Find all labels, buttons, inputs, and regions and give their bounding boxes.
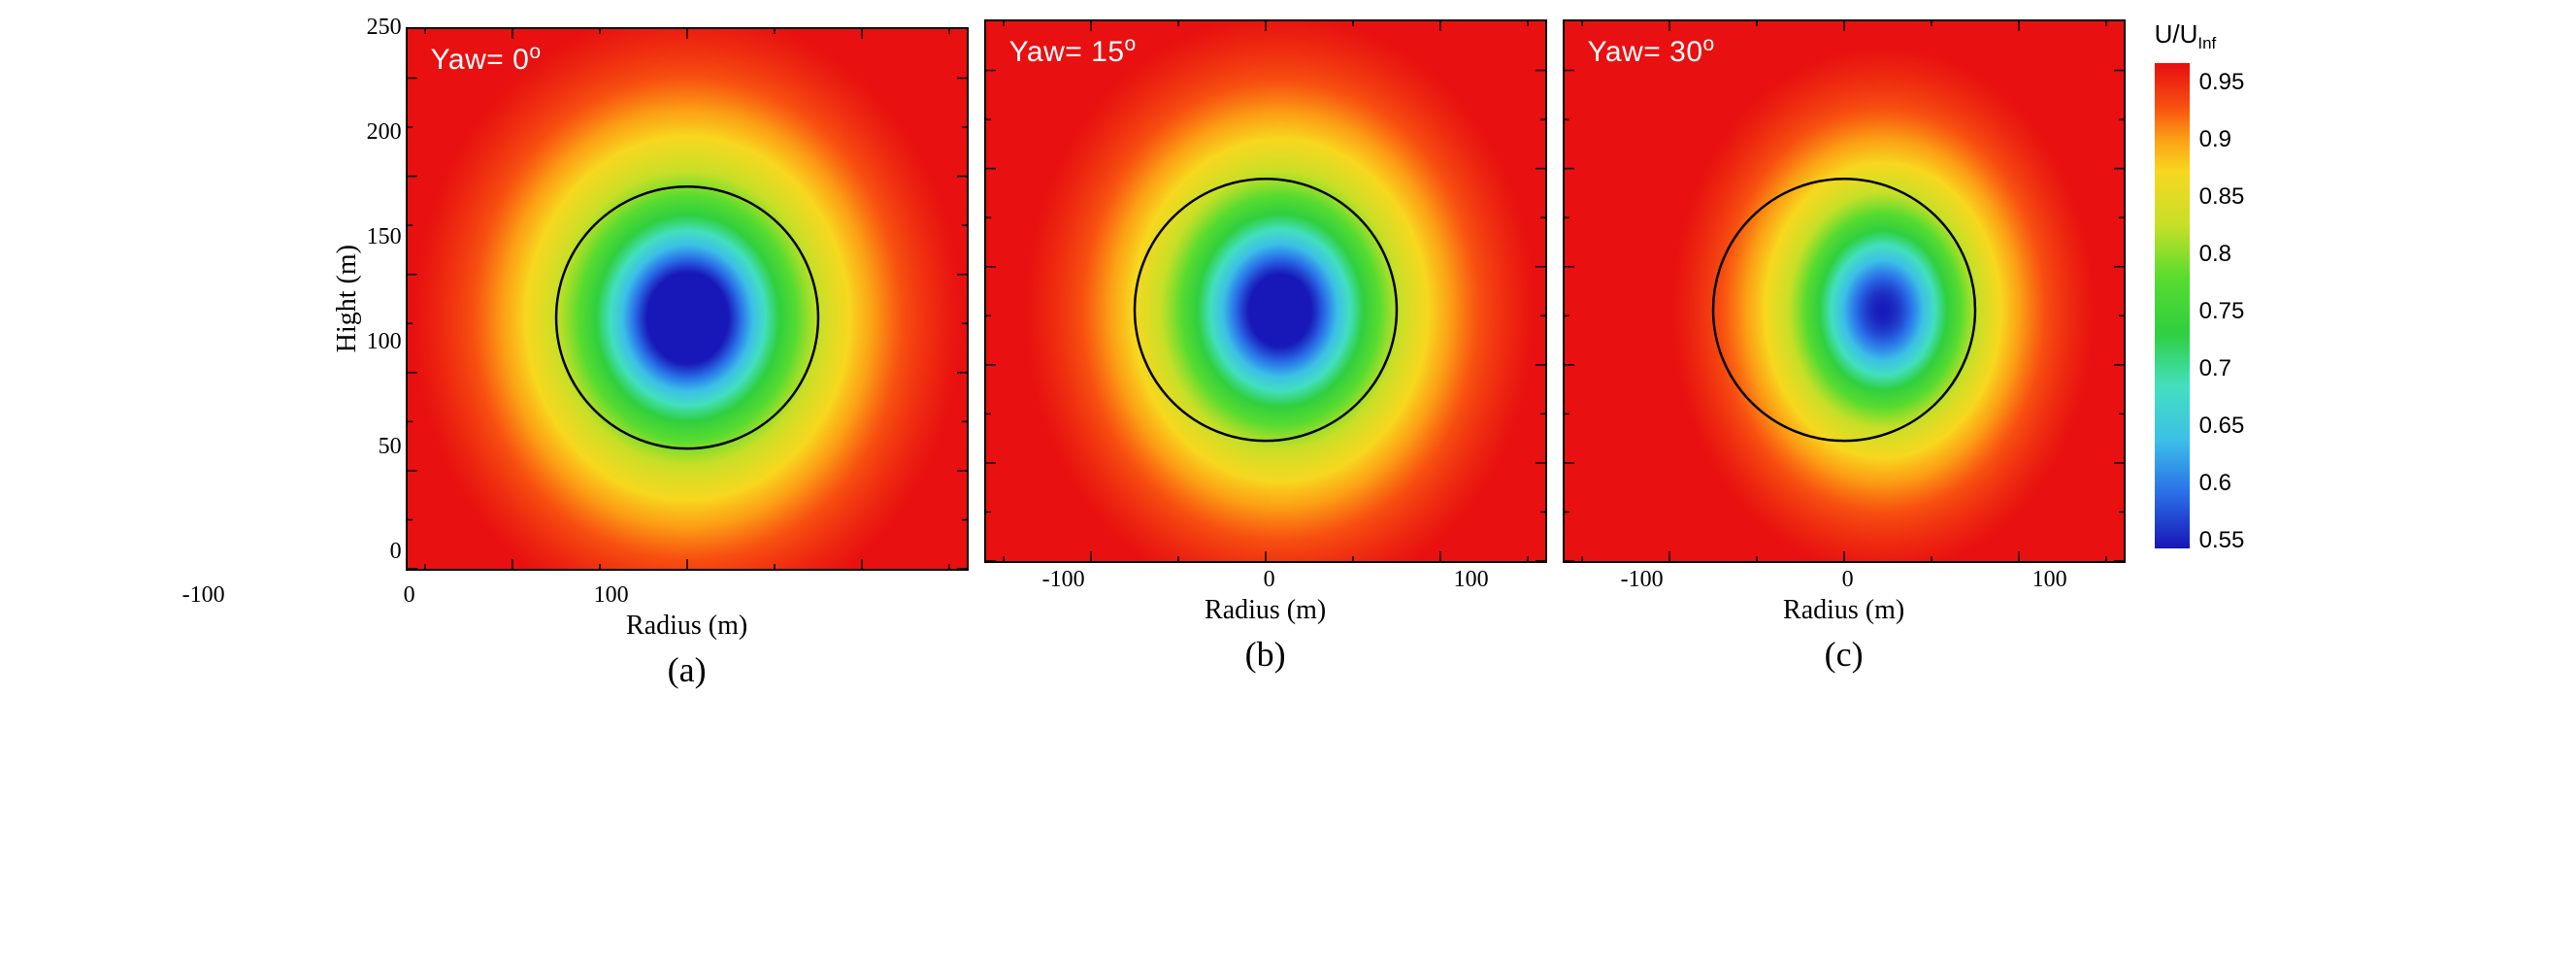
x-tick: -100: [1042, 567, 1085, 593]
panel-c: Yaw= 30o -100 0 100 Radius (m) (c): [1563, 19, 2126, 690]
x-tick: -100: [1621, 567, 1664, 593]
x-tick: 100: [594, 582, 629, 609]
plot-box: Yaw= 15o: [984, 19, 1547, 563]
x-axis-label: Radius (m): [1783, 595, 1904, 626]
colorbar-tick: 0.7: [2199, 355, 2245, 382]
subplot-label: (a): [668, 649, 707, 690]
colorbar-title: U/UInf: [2155, 19, 2217, 53]
x-tick: 0: [404, 582, 415, 609]
colorbar-tick: 0.65: [2199, 413, 2245, 440]
colorbar-tick: 0.8: [2199, 241, 2245, 268]
panel-row: Hight (m)250200150100500 Yaw= 0o: [332, 19, 969, 579]
plot-box: Yaw= 0o: [406, 27, 969, 571]
x-ticks: -100 0 100: [1563, 567, 2126, 593]
x-axis-label: Radius (m): [626, 611, 747, 642]
yaw-annotation: Yaw= 0o: [431, 41, 542, 77]
panel-row: Yaw= 15o: [984, 19, 1547, 563]
figure-root: Hight (m)250200150100500Yaw= 0o-1000100R…: [332, 19, 2245, 690]
colorbar-title-text: U/U: [2155, 19, 2198, 49]
panel-b: Yaw= 15o -100 0 100 Radius (m) (b): [984, 19, 1547, 690]
x-ticks: -100 0 100: [124, 582, 687, 609]
colorbar-tick: 0.95: [2199, 69, 2245, 96]
x-tick: 100: [1454, 567, 1489, 593]
x-ticks: -100 0 100: [984, 567, 1547, 593]
x-tick: 0: [1842, 567, 1854, 593]
x-axis-group: -1000100Radius (m)(a): [406, 579, 969, 690]
panel-row: Yaw= 30o: [1563, 19, 2126, 563]
colorbar-row: 0.95 0.9 0.85 0.8 0.75 0.7 0.65 0.6 0.55: [2155, 63, 2245, 560]
x-tick: 100: [2032, 567, 2067, 593]
colorbar-tick: 0.9: [2199, 126, 2245, 153]
x-axis-label: Radius (m): [1205, 595, 1326, 626]
subplot-label: (c): [1825, 634, 1864, 675]
colorbar-tick: 0.6: [2199, 470, 2245, 497]
velocity-field: [986, 21, 1545, 561]
velocity-field: [408, 29, 967, 569]
y-axis-label: Hight (m): [332, 245, 363, 352]
colorbar-tick: 0.55: [2199, 527, 2245, 554]
colorbar: U/UInf 0.95 0.9 0.85 0.8 0.75 0.7 0.65 0.6 0.55: [2155, 19, 2245, 560]
yaw-annotation: Yaw= 30o: [1588, 33, 1715, 69]
yaw-annotation: Yaw= 15o: [1009, 33, 1137, 69]
colorbar-ticks: 0.95 0.9 0.85 0.8 0.75 0.7 0.65 0.6 0.55: [2199, 63, 2245, 560]
colorbar-title-sub: Inf: [2197, 34, 2216, 52]
subplot-label: (b): [1245, 634, 1286, 675]
colorbar-tick: 0.85: [2199, 183, 2245, 211]
x-axis-group: -100 0 100 Radius (m) (c): [1563, 563, 2126, 675]
x-axis-group: -100 0 100 Radius (m) (b): [984, 563, 1547, 675]
velocity-field: [1565, 21, 2124, 561]
x-tick: -100: [182, 582, 225, 609]
panel-a: Hight (m)250200150100500Yaw= 0o-1000100R…: [332, 19, 969, 690]
y-ticks: 250200150100500: [367, 19, 406, 579]
plot-box: Yaw= 30o: [1563, 19, 2126, 563]
x-tick: 0: [1264, 567, 1275, 593]
panels-container: Hight (m)250200150100500Yaw= 0o-1000100R…: [332, 19, 2126, 690]
colorbar-tick: 0.75: [2199, 298, 2245, 325]
colorbar-gradient: [2155, 63, 2190, 548]
